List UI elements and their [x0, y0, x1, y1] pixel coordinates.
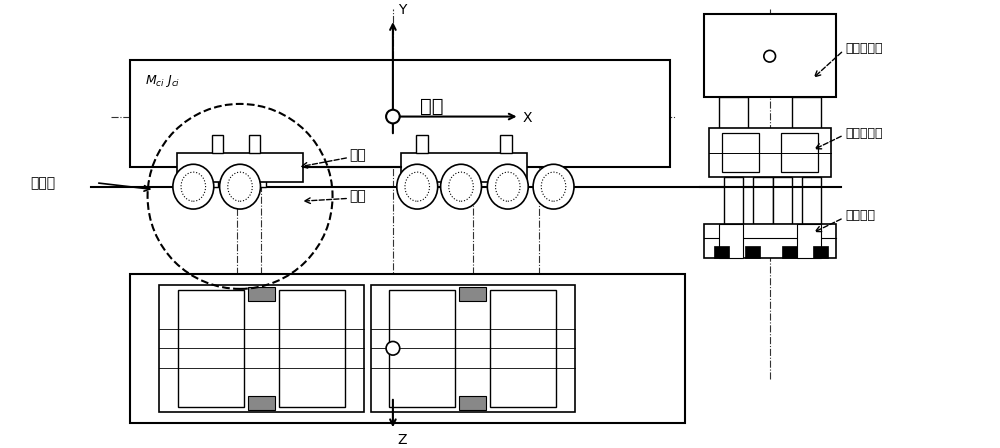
Ellipse shape [397, 164, 438, 209]
Bar [753, 177, 773, 224]
Bar [704, 224, 836, 258]
Bar [797, 224, 821, 258]
Ellipse shape [228, 172, 252, 201]
Text: 第一系悬挂: 第一系悬挂 [846, 42, 883, 55]
Bar [714, 246, 729, 258]
Bar [709, 128, 831, 177]
Bar [395, 390, 449, 406]
Bar [178, 290, 244, 407]
Bar [248, 287, 275, 301]
Bar [802, 177, 821, 224]
Bar [177, 153, 303, 182]
Ellipse shape [496, 172, 520, 201]
Text: Y: Y [398, 3, 406, 17]
Bar [719, 97, 748, 136]
Text: 车体: 车体 [420, 97, 444, 116]
Text: 第二系悬挂: 第二系悬挂 [846, 127, 883, 140]
Bar [496, 390, 551, 406]
Bar [212, 135, 223, 153]
Bar [459, 287, 486, 301]
Ellipse shape [533, 164, 574, 209]
Bar [184, 291, 238, 306]
Ellipse shape [541, 172, 566, 201]
Bar [285, 390, 339, 406]
Bar [130, 274, 685, 423]
Text: 轮对: 轮对 [349, 190, 366, 203]
Bar [208, 167, 218, 187]
Ellipse shape [441, 164, 482, 209]
Ellipse shape [449, 172, 473, 201]
Bar [227, 167, 237, 187]
Bar [371, 285, 575, 412]
Bar [159, 285, 364, 412]
Bar [401, 153, 527, 182]
Bar [285, 291, 339, 306]
Text: X: X [522, 112, 532, 125]
Bar [773, 177, 792, 224]
Text: Z: Z [398, 433, 407, 447]
Bar [257, 167, 266, 187]
Bar [704, 14, 836, 97]
Text: 轮轨接触: 轮轨接触 [846, 209, 876, 222]
Bar [792, 97, 821, 136]
Bar [184, 390, 238, 406]
Bar [416, 135, 428, 153]
Bar [459, 396, 486, 409]
Bar [130, 60, 670, 167]
Bar [496, 291, 551, 306]
Bar [745, 246, 760, 258]
Ellipse shape [487, 164, 528, 209]
Text: $M_{ci}$ $J_{ci}$: $M_{ci}$ $J_{ci}$ [145, 73, 180, 89]
Bar [279, 290, 345, 407]
Ellipse shape [181, 172, 206, 201]
Bar [724, 177, 743, 224]
Circle shape [764, 50, 776, 62]
Bar [247, 167, 257, 187]
Ellipse shape [405, 172, 430, 201]
Bar [813, 246, 828, 258]
Circle shape [386, 341, 400, 355]
Bar [490, 290, 556, 407]
Ellipse shape [220, 164, 260, 209]
Bar [722, 133, 759, 172]
Bar [395, 291, 449, 306]
Bar [500, 135, 512, 153]
Text: 转向架: 转向架 [31, 176, 56, 190]
Bar [719, 224, 743, 258]
Bar [781, 133, 818, 172]
Bar [249, 135, 260, 153]
Ellipse shape [173, 164, 214, 209]
Circle shape [386, 110, 400, 123]
Bar [389, 290, 455, 407]
Bar [782, 246, 797, 258]
Text: 构架: 构架 [349, 148, 366, 163]
Bar [248, 396, 275, 409]
